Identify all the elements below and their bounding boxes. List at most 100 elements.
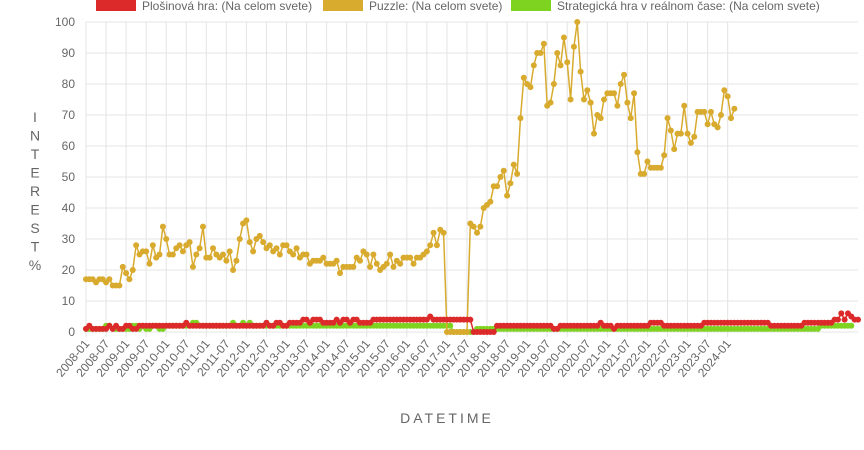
data-point (554, 50, 561, 56)
data-point (129, 267, 136, 273)
data-point (834, 316, 841, 323)
data-point (333, 257, 340, 264)
series-area (83, 19, 861, 335)
data-point (220, 251, 227, 258)
data-point (728, 115, 734, 122)
data-point (236, 236, 243, 242)
data-point (487, 198, 494, 205)
data-point (634, 149, 641, 156)
data-point (256, 232, 263, 239)
y-tick-label: 60 (62, 139, 76, 153)
data-point (430, 229, 437, 236)
data-point (320, 254, 327, 261)
data-point (681, 102, 688, 109)
data-point (423, 248, 430, 255)
data-point (517, 115, 524, 122)
y-tick-label: 80 (62, 77, 76, 91)
data-point (293, 245, 300, 252)
data-point (210, 245, 216, 252)
data-point (363, 251, 370, 258)
data-point (614, 102, 621, 109)
y-tick-label: 0 (68, 325, 75, 339)
data-point (440, 229, 447, 236)
data-point (717, 112, 724, 118)
y-axis-title-char: T (31, 146, 40, 162)
legend-swatch (323, 0, 363, 11)
data-point (410, 260, 417, 267)
data-point (283, 242, 290, 249)
y-axis-title-char: % (29, 257, 41, 273)
data-point (273, 245, 280, 252)
data-point (537, 50, 544, 56)
data-point (601, 96, 608, 103)
data-point (684, 130, 691, 137)
data-point (590, 130, 597, 137)
data-point (848, 322, 855, 329)
data-point (731, 105, 738, 112)
data-point (631, 90, 638, 97)
data-point (547, 99, 554, 106)
data-point (510, 161, 517, 168)
y-axis-title-char: R (30, 183, 40, 199)
data-point (373, 260, 380, 267)
data-point (507, 180, 514, 187)
data-point (691, 133, 698, 140)
data-point (126, 276, 133, 283)
data-point (470, 223, 477, 230)
data-point (407, 254, 414, 261)
data-point (176, 242, 183, 249)
data-point (447, 322, 454, 329)
data-point (564, 59, 571, 66)
data-point (477, 223, 484, 230)
data-point (276, 251, 283, 258)
data-point (497, 174, 504, 180)
data-point (230, 267, 237, 273)
data-point (570, 43, 577, 50)
data-point (467, 316, 474, 323)
data-point (587, 99, 594, 106)
data-point (520, 74, 527, 81)
data-point (367, 263, 374, 270)
legend-swatch (511, 0, 551, 11)
data-point (687, 139, 694, 146)
data-point (664, 115, 671, 122)
data-point (193, 251, 200, 258)
data-point (397, 260, 404, 267)
data-point (504, 192, 511, 199)
y-tick-label: 10 (62, 294, 76, 308)
legend-swatch (96, 0, 136, 11)
data-point (707, 108, 714, 115)
data-point (704, 121, 711, 128)
data-point (143, 248, 150, 255)
data-point (290, 251, 297, 258)
y-tick-label: 20 (62, 263, 76, 277)
legend-label: Puzzle: (Na celom svete) (369, 0, 502, 13)
data-point (490, 329, 497, 335)
data-point (841, 316, 848, 323)
data-point (116, 282, 123, 289)
data-point (243, 217, 250, 224)
data-point (226, 248, 233, 255)
data-point (390, 263, 397, 270)
data-point (474, 229, 481, 236)
data-point (641, 170, 648, 177)
data-point (838, 310, 845, 317)
data-point (514, 170, 521, 177)
data-point (163, 236, 170, 242)
data-point (611, 90, 618, 97)
data-point (661, 152, 668, 159)
data-point (370, 251, 377, 258)
data-point (667, 127, 674, 134)
grid (85, 21, 858, 337)
data-point (169, 251, 176, 258)
data-point (250, 248, 257, 255)
y-axis: 0 10 20 30 40 50 60 70 80 90 100 (55, 15, 75, 339)
legend-label: Plošinová hra: (Na celom svete) (142, 0, 312, 13)
data-point (156, 251, 163, 258)
data-point (260, 239, 267, 246)
data-point (657, 164, 664, 171)
data-point (527, 84, 534, 91)
data-point (584, 87, 591, 94)
data-point (567, 96, 574, 103)
data-point (223, 257, 230, 264)
